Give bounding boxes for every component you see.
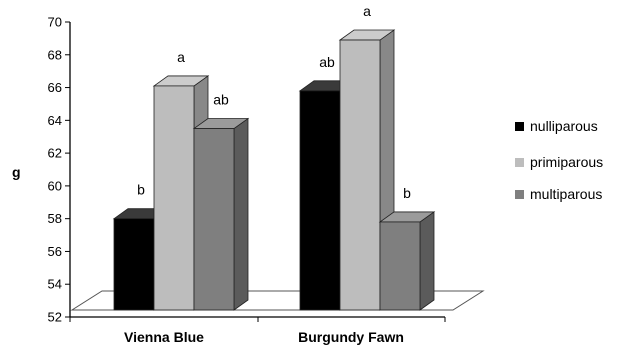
y-axis: 52 54 56 58 60 62 64 66 68 70: [48, 15, 71, 325]
data-label: ab: [213, 92, 229, 108]
bar-front: [193, 128, 235, 311]
y-tick-label: 62: [48, 146, 62, 161]
bar-front: [379, 221, 421, 311]
bar-front: [339, 39, 381, 311]
data-label: a: [363, 3, 371, 19]
y-axis-label: g: [12, 164, 21, 180]
bar-front: [153, 85, 195, 311]
category-label-burgundy-fawn: Burgundy Fawn: [298, 329, 404, 345]
data-label: ab: [319, 54, 335, 70]
y-tick-label: 70: [48, 15, 62, 30]
y-tick-label: 58: [48, 211, 62, 226]
bar-front: [113, 218, 155, 311]
y-tick-label: 66: [48, 80, 62, 95]
x-axis: Vienna Blue Burgundy Fawn: [69, 316, 446, 345]
legend-swatch-nulliparous: [515, 122, 524, 131]
category-label-vienna-blue: Vienna Blue: [124, 329, 204, 345]
legend-label-nulliparous: nulliparous: [530, 118, 598, 134]
bar-front: [299, 90, 341, 311]
bar-multiparous-vienna-blue: [192, 117, 250, 311]
y-tick-label: 64: [48, 113, 62, 128]
legend: nulliparous primiparous multiparous: [515, 118, 603, 202]
data-label: b: [137, 182, 145, 198]
data-label: b: [403, 185, 411, 201]
y-tick-label: 52: [48, 310, 62, 325]
y-tick-label: 60: [48, 178, 62, 193]
legend-label-primiparous: primiparous: [530, 154, 603, 170]
bar-multiparous-burgundy-fawn: [378, 211, 436, 311]
y-tick-label: 56: [48, 244, 62, 259]
legend-label-multiparous: multiparous: [530, 186, 602, 202]
bar-side: [233, 117, 249, 311]
legend-swatch-primiparous: [515, 158, 524, 167]
legend-swatch-multiparous: [515, 190, 524, 199]
y-tick-label: 54: [48, 277, 62, 292]
data-label: a: [177, 49, 185, 65]
y-tick-label: 68: [48, 47, 62, 62]
bar-side: [419, 211, 435, 311]
